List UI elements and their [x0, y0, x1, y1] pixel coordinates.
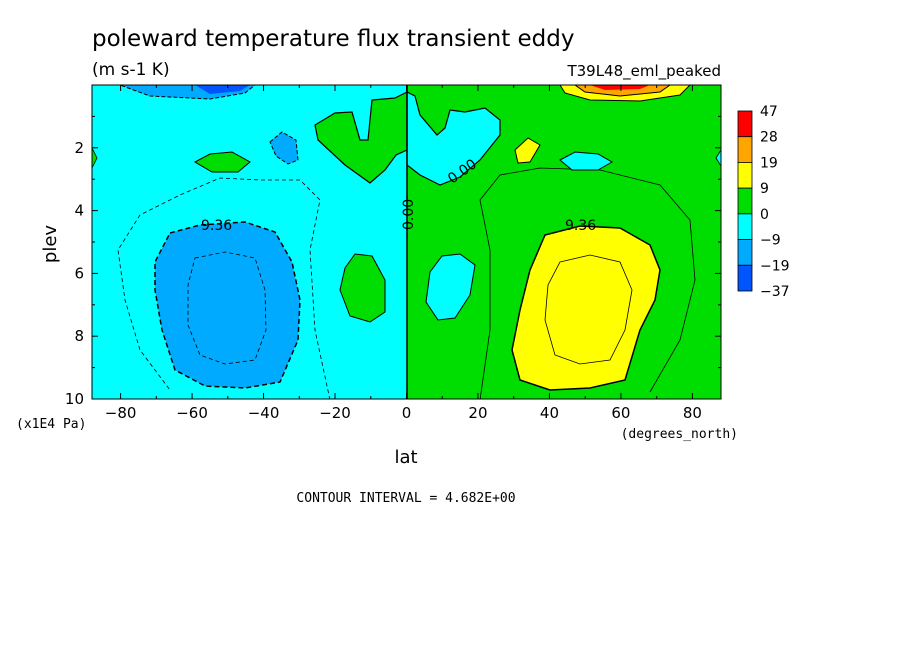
- y-tick-label: 10: [65, 390, 84, 408]
- colorbar-swatch: [737, 162, 753, 189]
- colorbar-level-label: −37: [760, 284, 790, 300]
- colorbar-swatch: [737, 213, 753, 240]
- x-axis-label: lat: [394, 447, 417, 468]
- x-tick-label: 20: [468, 404, 487, 422]
- x-axis: −80 −60 −40 −20 0 20 40 60 80: [105, 85, 702, 422]
- colorbar-level-label: 47: [760, 104, 778, 120]
- region-north-core: [511, 225, 661, 391]
- x-tick-label: 40: [540, 404, 559, 422]
- x-tick-label: −40: [248, 404, 280, 422]
- contour-label-south: 9.36: [201, 218, 232, 234]
- contour-south-outer: [117, 177, 331, 399]
- y-axis-label: plev: [40, 225, 61, 264]
- chart-title: poleward temperature flux transient eddy: [92, 26, 574, 52]
- region-green-tip-left-edge: [92, 147, 98, 169]
- x-tick-label: −80: [105, 404, 137, 422]
- contour-north-outer: [479, 167, 696, 399]
- dataset-label: T39L48_eml_peaked: [566, 62, 721, 81]
- region-yellow-blob-north-upper: [514, 137, 541, 164]
- contour-north-inner: [544, 254, 633, 365]
- region-cyan-tip-right-edge: [715, 149, 721, 167]
- region-green-blob-south-upper: [193, 151, 251, 173]
- colorbar-swatch: [737, 239, 753, 266]
- colorbar-level-label: 28: [760, 130, 778, 146]
- contour-south-inner: [187, 251, 267, 365]
- colorbar-swatch: [737, 110, 753, 138]
- x-tick-label: −20: [319, 404, 351, 422]
- y-tick-label: 2: [74, 139, 84, 157]
- colorbar-level-label: 0: [760, 207, 769, 223]
- x-tick-label: 0: [402, 404, 412, 422]
- units-label: (m s-1 K): [92, 60, 170, 80]
- region-south-core: [154, 221, 301, 389]
- colorbar-swatch: [737, 136, 753, 163]
- contour-interval-label: CONTOUR INTERVAL = 4.682E+00: [296, 491, 515, 506]
- region-green-bulge-south: [314, 91, 408, 184]
- region-cyan-blob-north-upper: [559, 151, 614, 171]
- colorbar-swatch: [737, 264, 753, 292]
- colorbar-level-label: −9: [760, 233, 781, 249]
- colorbar: 47 28 19 9 0 −9 −19 −37: [737, 104, 790, 300]
- colorbar-level-label: −19: [760, 258, 790, 274]
- y-tick-label: 6: [74, 264, 84, 282]
- y-tick-label: 8: [74, 327, 84, 345]
- y-tick-label: 4: [74, 202, 84, 220]
- contour-label-north: 9.36: [565, 218, 596, 234]
- contour-label-zero-vertical: 0.00: [401, 199, 417, 230]
- colorbar-swatch: [737, 187, 753, 215]
- x-axis-units: (degrees_north): [621, 427, 738, 442]
- region-cyan-blob-north-mid: [425, 253, 476, 321]
- plot-area: 9.36 0.00 0.00 9.36: [91, 84, 722, 400]
- region-red-core-north-top: [590, 85, 650, 90]
- x-tick-label: 60: [611, 404, 630, 422]
- x-tick-label: 80: [683, 404, 702, 422]
- region-cyan-intrusion-north: [406, 91, 501, 186]
- region-blue-blob-south-upper: [269, 131, 299, 165]
- y-axis-units: (x1E4 Pa): [16, 417, 86, 432]
- y-axis: 2 4 6 8 10: [65, 115, 721, 408]
- colorbar-level-label: 9: [760, 181, 769, 197]
- x-tick-label: −60: [176, 404, 208, 422]
- region-blue-core-south-top: [195, 85, 250, 94]
- region-green-blob-south-mid: [339, 253, 386, 323]
- colorbar-level-label: 19: [760, 155, 778, 171]
